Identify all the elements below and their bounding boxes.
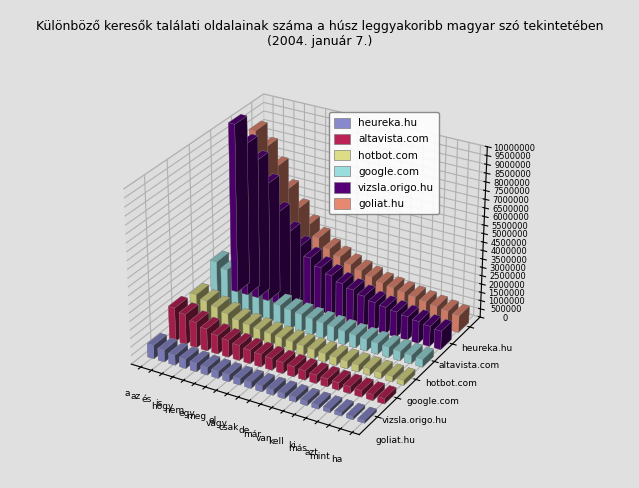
Text: Különböző keresők találati oldalainak száma a húsz leggyakoribb magyar szó tekin: Különböző keresők találati oldalainak sz… (36, 20, 603, 48)
Legend: heureka.hu, altavista.com, hotbot.com, google.com, vizsla.origo.hu, goliat.hu: heureka.hu, altavista.com, hotbot.com, g… (329, 112, 440, 214)
